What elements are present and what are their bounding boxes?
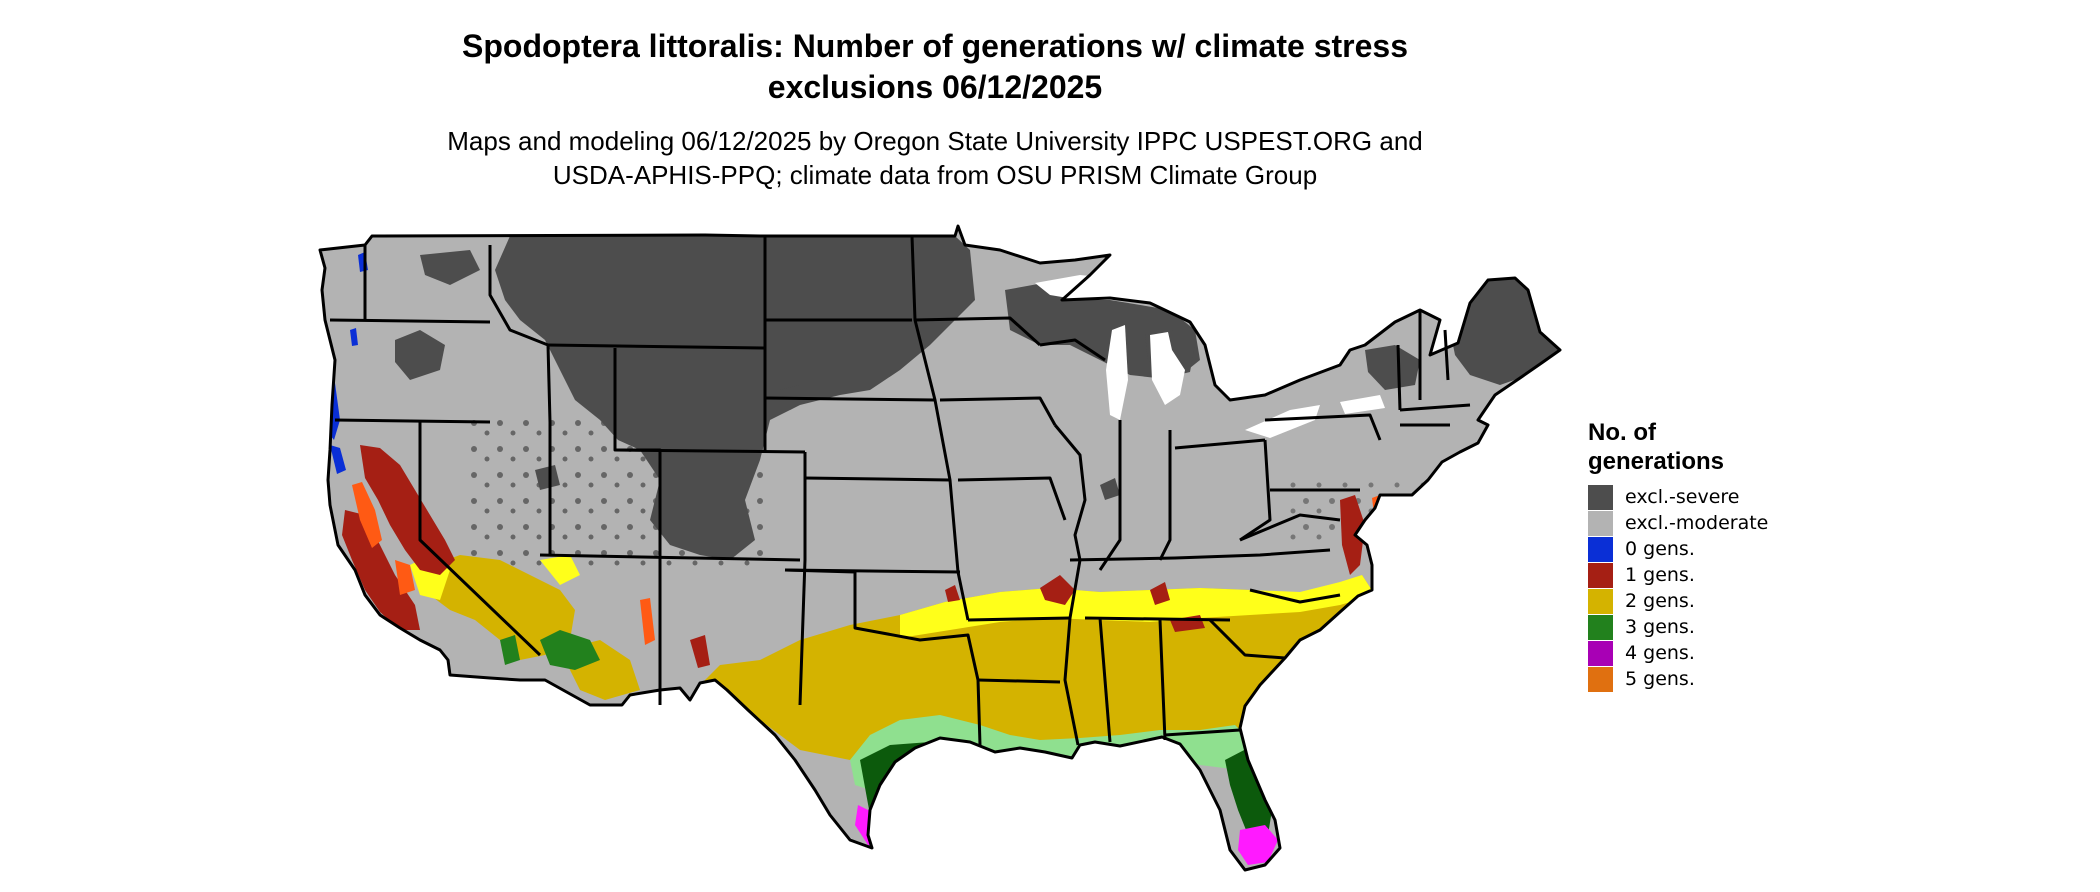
legend-label: 1 gens.: [1625, 564, 1695, 586]
legend-swatch: [1588, 614, 1613, 640]
legend-label: excl.-severe: [1625, 486, 1740, 508]
border-wy-co: [614, 448, 806, 454]
border-ca-nv: [418, 422, 542, 657]
map-subtitle-line-1: Maps and modeling 06/12/2025 by Oregon S…: [447, 126, 1423, 156]
border-four-corners-h: [539, 553, 801, 562]
border-mn-ia: [914, 316, 1042, 347]
map-subtitle: Maps and modeling 06/12/2025 by Oregon S…: [0, 124, 1870, 192]
speckle-severe-west: [470, 420, 770, 570]
legend-item-excl-severe: excl.-severe: [1588, 484, 1788, 510]
zone-2-gens-south: [700, 575, 1375, 760]
border-ne-ks: [804, 476, 951, 482]
legend-title-line-2: generations: [1588, 448, 1725, 475]
legend-title: No. of generations: [1588, 418, 1788, 476]
border-tn-south: [1084, 616, 1231, 622]
legend-swatch: [1588, 588, 1613, 614]
legend-swatch: [1588, 484, 1613, 510]
border-wi-il: [1039, 338, 1106, 362]
border-sd-ne: [764, 396, 936, 402]
border-wa-or: [329, 318, 491, 324]
border-ar-la-n: [967, 616, 1071, 622]
legend-item-excl-moderate: excl.-moderate: [1588, 510, 1788, 536]
legend-title-line-1: No. of: [1588, 419, 1656, 446]
border-oh-pa-wv: [1239, 439, 1272, 542]
border-mo: [957, 476, 1067, 521]
state-borders: [318, 224, 1562, 872]
legend-item-1-gens: 1 gens.: [1588, 562, 1788, 588]
border-ny-vt: [1396, 344, 1402, 411]
border-nc-sc: [1249, 588, 1341, 604]
border-ga-sc: [1208, 618, 1286, 660]
border-ms-al: [1098, 617, 1112, 743]
legend-item-4-gens: 4 gens.: [1588, 640, 1788, 666]
legend-item-2-gens: 2 gens.: [1588, 588, 1788, 614]
legend-label: 2 gens.: [1625, 590, 1695, 612]
zone-4-gens: [855, 805, 1278, 865]
legend-label: 5 gens.: [1625, 668, 1695, 690]
legend-item-3-gens: 3 gens.: [1588, 614, 1788, 640]
map-subtitle-line-2: USDA-APHIS-PPQ; climate data from OSU PR…: [552, 160, 1318, 190]
legend-swatch: [1588, 666, 1613, 692]
legend-item-0-gens: 0 gens.: [1588, 536, 1788, 562]
zone-3-gens: [500, 630, 600, 670]
border-mi-oh: [1174, 438, 1266, 450]
border-ar-la: [977, 678, 1061, 684]
border-in-oh: [1158, 430, 1172, 561]
border-ky-tn: [1069, 548, 1331, 562]
legend-swatch: [1588, 536, 1613, 562]
zone-1-gens: [342, 445, 1365, 668]
legend-label: excl.-moderate: [1625, 512, 1769, 534]
border-ga-fl: [1164, 728, 1241, 737]
zone-5-gens: [352, 482, 1382, 645]
generation-zones: [320, 226, 1560, 870]
border-al-ga: [1158, 619, 1167, 741]
legend-label: 3 gens.: [1625, 616, 1695, 638]
border-co-ks: [798, 452, 807, 706]
legend-label: 4 gens.: [1625, 642, 1695, 664]
legend-items: excl.-severe excl.-moderate 0 gens. 1 ge…: [1588, 484, 1788, 692]
border-id-mt: [488, 245, 552, 423]
border-nh-me: [1443, 329, 1450, 381]
border-mississippi-river: [1053, 424, 1087, 746]
border-pa-ny: [1264, 413, 1382, 441]
map-title-line-2: exclusions 06/12/2025: [767, 69, 1103, 105]
map-title-line-1: Spodoptera littoralis: Number of generat…: [462, 28, 1408, 64]
legend-item-5-gens: 5 gens.: [1588, 666, 1788, 692]
legend-label: 0 gens.: [1625, 538, 1695, 560]
border-ma: [1399, 403, 1471, 412]
legend-swatch: [1588, 640, 1613, 666]
map-legend: No. of generations excl.-severe excl.-mo…: [1588, 418, 1788, 692]
border-ia-mo: [939, 396, 1057, 426]
border-mt-wy: [547, 343, 766, 350]
border-mn-dakotas: [910, 235, 970, 621]
legend-swatch: [1588, 562, 1613, 588]
border-wv-va: [1239, 513, 1341, 542]
map-title: Spodoptera littoralis: Number of generat…: [0, 26, 1870, 108]
border-or-ca: [334, 418, 491, 424]
legend-swatch: [1588, 510, 1613, 536]
